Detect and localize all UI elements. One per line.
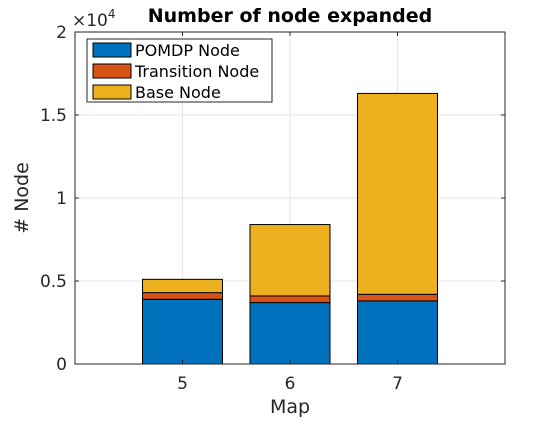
y-tick-label: 2 [56, 23, 67, 43]
bar-segment-base-node [357, 92, 438, 295]
y-axis-label: # Node [11, 162, 33, 234]
bar-segment-pomdp-node [142, 298, 223, 365]
y-tick-label: 1.5 [40, 106, 67, 126]
x-tick-label: 5 [177, 374, 188, 394]
legend-label: POMDP Node [135, 41, 240, 60]
legend: POMDP Node Transition Node Base Node [86, 38, 273, 103]
y-axis-exponent: ×104 [72, 7, 116, 31]
x-axis-label: Map [270, 396, 310, 418]
bar-segment-transition-node [142, 292, 223, 300]
y-axis-exponent-base: ×10 [72, 11, 108, 31]
bars-layer [142, 92, 438, 365]
legend-label: Transition Node [134, 62, 259, 81]
bar-segment-transition-node [249, 295, 331, 304]
x-tick-label: 6 [285, 374, 296, 394]
ticks-layer: 0 0.5 1 1.5 2 5 6 7 [40, 23, 505, 394]
chart-title: Number of node expanded [148, 5, 433, 27]
y-tick-label: 1 [56, 189, 67, 209]
y-axis-exponent-power: 4 [108, 7, 116, 21]
bar-segment-base-node [142, 278, 223, 294]
legend-swatch [92, 84, 132, 100]
y-tick-label: 0 [56, 355, 67, 375]
bar-segment-transition-node [357, 293, 438, 302]
legend-label: Base Node [135, 83, 221, 102]
bar-segment-base-node [249, 224, 331, 297]
y-tick-label: 0.5 [40, 272, 67, 292]
bar-segment-pomdp-node [249, 302, 331, 365]
legend-swatch [92, 63, 132, 79]
legend-swatch [92, 42, 132, 58]
bar-segment-pomdp-node [357, 300, 438, 365]
x-tick-label: 7 [392, 374, 403, 394]
